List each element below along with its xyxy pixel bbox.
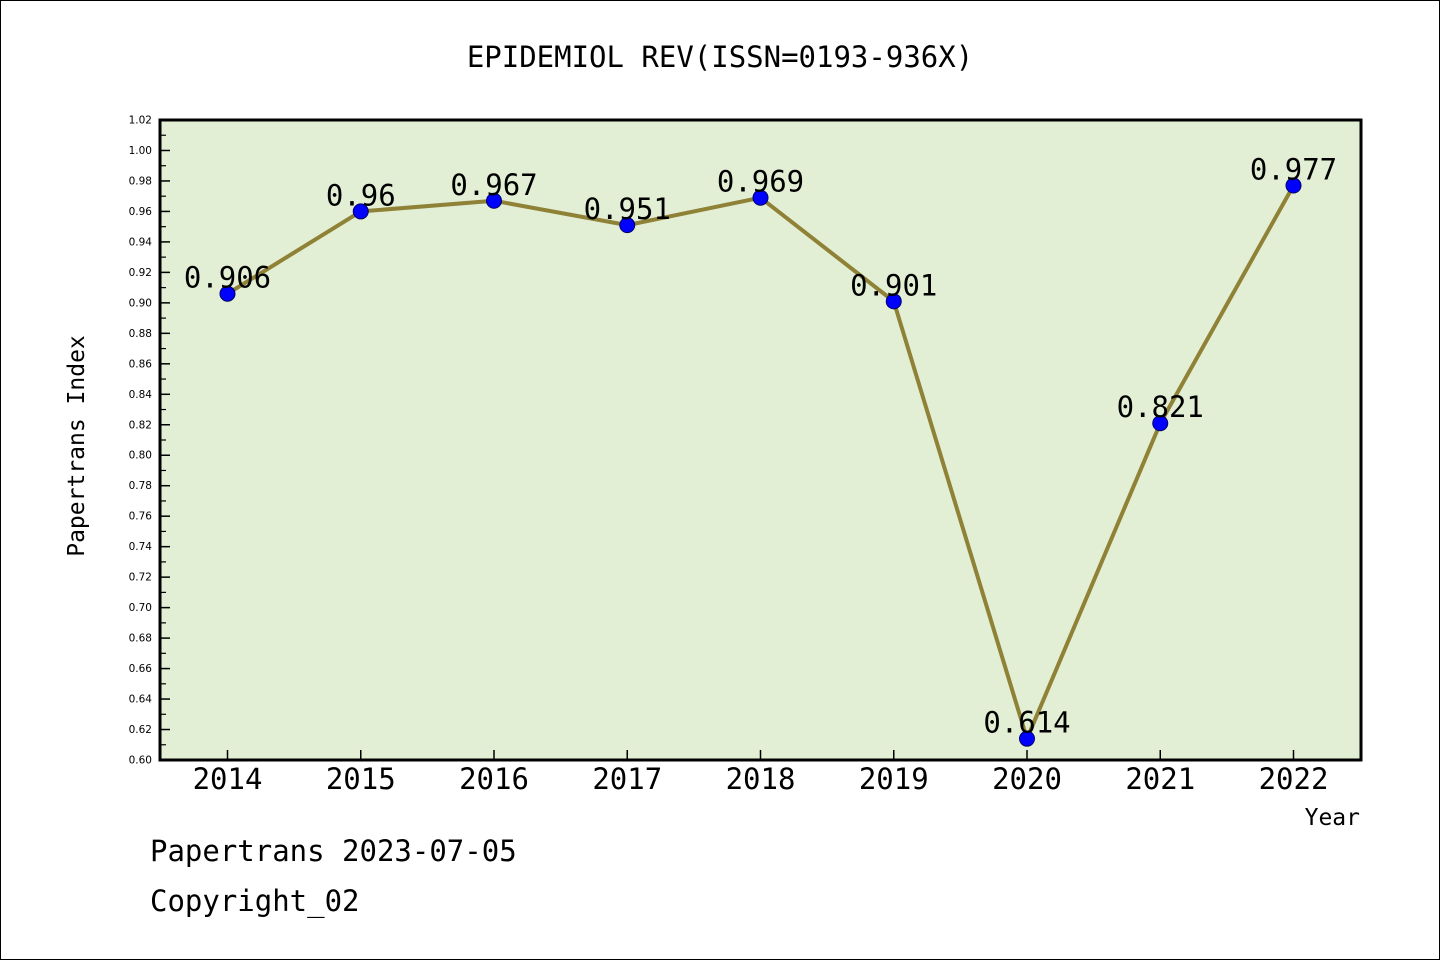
data-point — [219, 285, 236, 302]
y-axis: 0.60 0.62 0.64 0.66 0.68 0.70 0.72 0.74 0.76 0.78… — [129, 115, 170, 767]
data-label: 0.901 — [850, 268, 937, 302]
chart-title: EPIDEMIOL REV(ISSN=0193-936X) — [467, 40, 973, 74]
y-tick-label: 0.62 — [129, 724, 152, 736]
data-label: 0.906 — [184, 261, 271, 295]
data-point — [352, 203, 369, 220]
y-tick-label: 0.76 — [129, 511, 153, 523]
data-label: 0.969 — [717, 165, 804, 199]
y-tick-label: 0.74 — [129, 541, 153, 553]
x-tick-label: 2014 — [193, 762, 263, 796]
data-point — [885, 293, 902, 310]
y-tick-label: 0.66 — [129, 663, 153, 675]
y-tick-label: 0.80 — [129, 450, 152, 462]
y-tick-label: 0.94 — [129, 236, 153, 248]
y-tick-label: 0.68 — [129, 633, 152, 645]
data-point — [619, 217, 636, 234]
data-label: 0.821 — [1117, 390, 1204, 424]
plot-area — [158, 118, 1363, 762]
x-tick-label: 2016 — [459, 762, 529, 796]
data-labels: 0.906 0.96 0.967 0.951 0.969 0.901 0.614 0.821 0… — [184, 153, 1337, 740]
y-tick-label: 0.90 — [129, 297, 152, 309]
y-tick-label: 0.60 — [129, 755, 152, 767]
data-point — [1285, 177, 1302, 194]
data-point — [486, 192, 502, 209]
x-tick-label: 2020 — [992, 762, 1062, 796]
y-tick-label: 0.86 — [129, 358, 153, 370]
data-point — [752, 189, 769, 206]
data-point — [1152, 415, 1169, 432]
y-tick-label: 0.72 — [129, 572, 152, 584]
footer-date: Papertrans 2023-07-05 — [150, 834, 517, 868]
x-tick-label: 2022 — [1259, 762, 1329, 796]
y-tick-label: 0.96 — [129, 206, 153, 218]
y-tick-label: 0.98 — [129, 175, 152, 187]
x-axis-label: Year — [1305, 805, 1360, 831]
x-tick-label: 2019 — [859, 762, 929, 796]
data-label: 0.977 — [1250, 153, 1337, 187]
data-label: 0.967 — [450, 168, 537, 202]
data-label: 0.96 — [326, 178, 396, 212]
x-tick-label: 2017 — [592, 762, 662, 796]
y-tick-label: 0.64 — [129, 694, 153, 706]
y-tick-label: 0.84 — [129, 389, 153, 401]
data-point — [1019, 730, 1035, 747]
y-tick-label: 1.02 — [129, 115, 152, 127]
x-axis: 2014 2015 2016 2017 2018 2019 2020 2021 2022 — [193, 750, 1329, 796]
x-tick-label: 2015 — [326, 762, 396, 796]
x-tick-label: 2021 — [1125, 762, 1195, 796]
footer-copyright: Copyright_02 — [150, 884, 360, 918]
series-1 — [219, 177, 1302, 747]
y-axis-label: Papertrans Index — [64, 335, 90, 557]
y-tick-label: 0.92 — [129, 267, 152, 279]
y-tick-label: 0.88 — [129, 328, 152, 340]
data-label: 0.951 — [584, 192, 671, 226]
y-tick-label: 0.70 — [129, 602, 152, 614]
y-tick-label: 0.82 — [129, 419, 152, 431]
x-tick-label: 2018 — [726, 762, 796, 796]
y-tick-label: 0.78 — [129, 480, 152, 492]
y-tick-label: 1.00 — [129, 145, 152, 157]
data-label: 0.614 — [983, 706, 1070, 740]
